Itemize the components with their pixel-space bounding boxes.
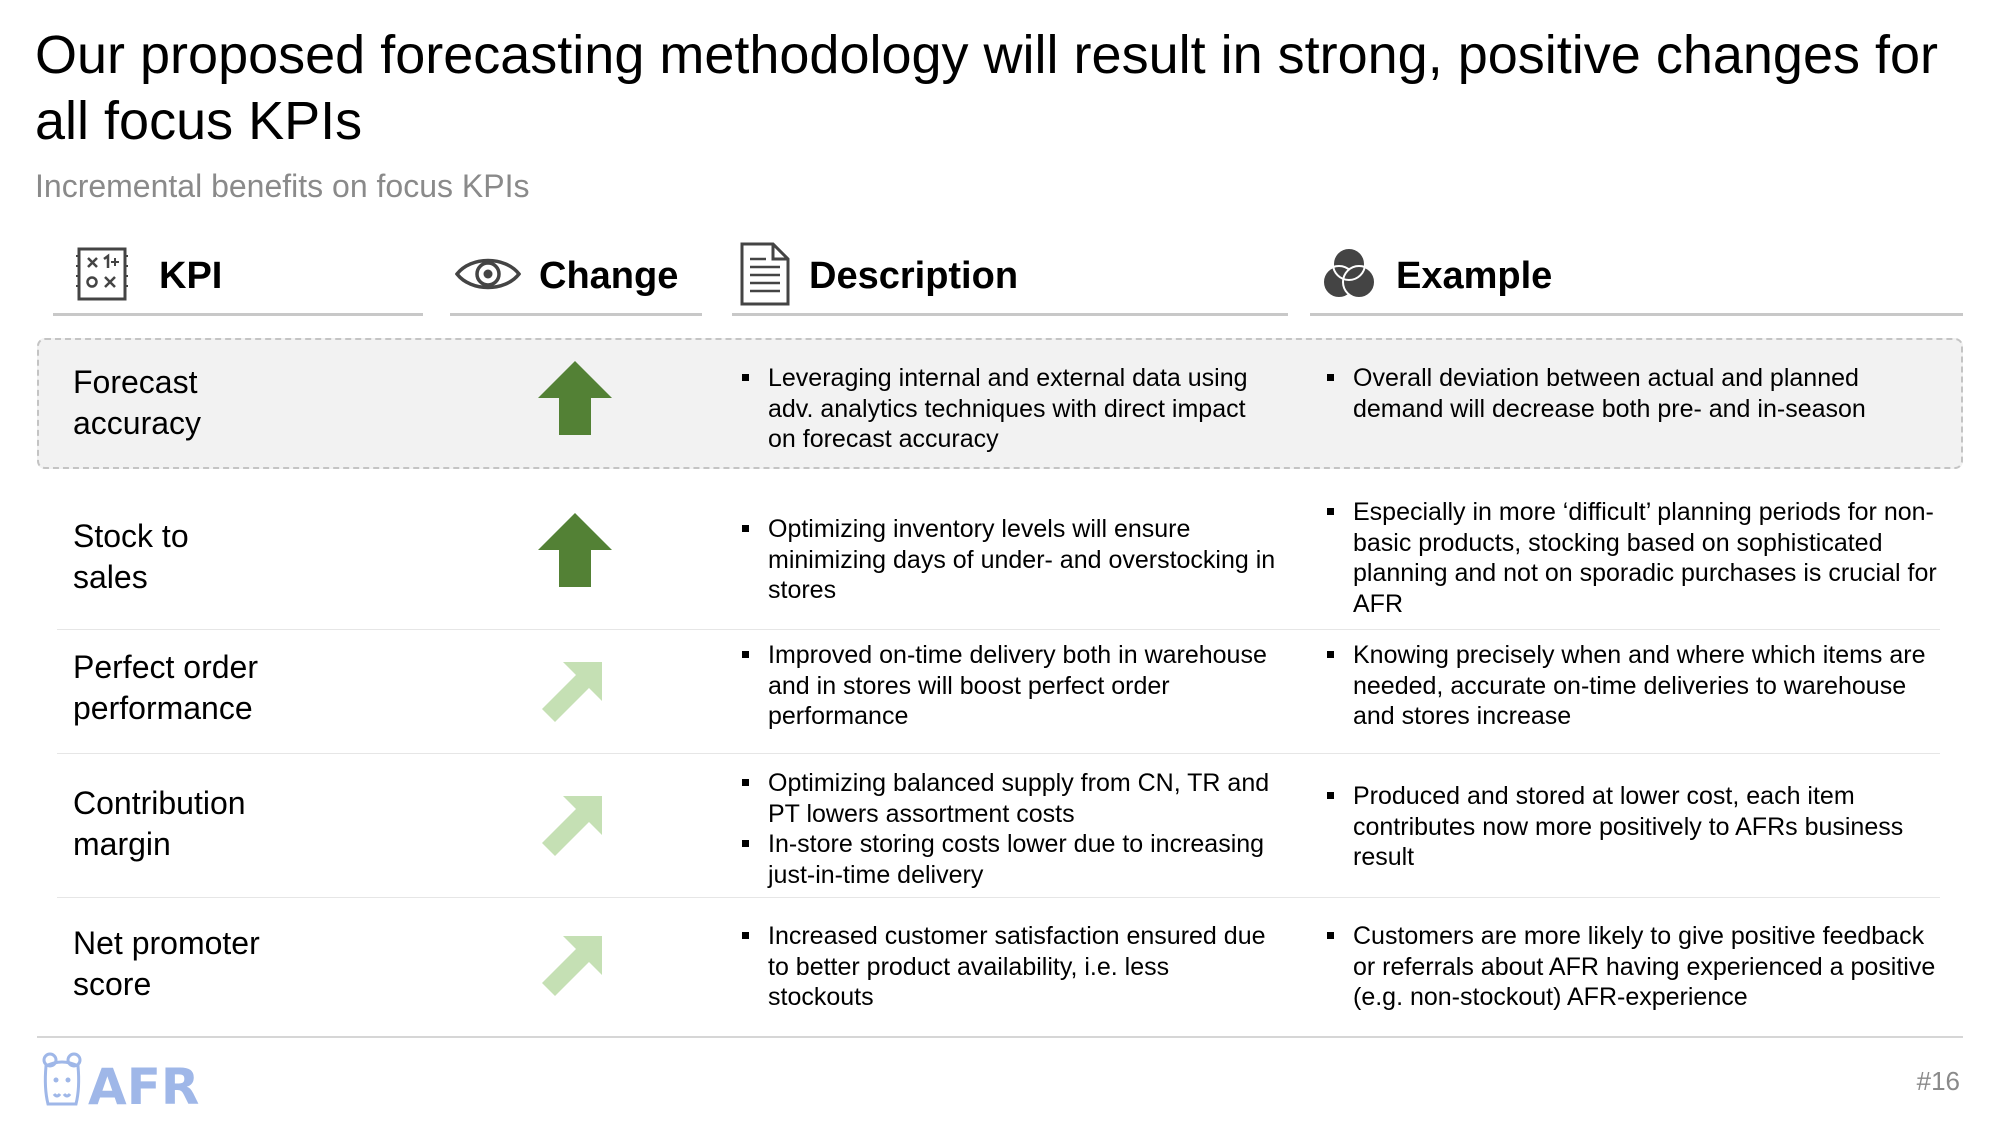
header-change-label: Change <box>539 255 679 297</box>
venn-circles-icon <box>1320 245 1378 308</box>
example-list: Customers are more likely to give positi… <box>1323 921 1943 1013</box>
arrow-diagonal-light-icon <box>542 796 602 856</box>
kpi-name: Contribution margin <box>73 783 373 865</box>
example-bullet: Produced and stored at lower cost, each … <box>1323 781 1943 873</box>
kpi-name-line: Forecast <box>73 364 198 400</box>
kpi-name-line: Perfect order <box>73 649 258 685</box>
description-list: Leveraging internal and external data us… <box>738 363 1278 455</box>
header-description-label: Description <box>809 255 1019 297</box>
footer-divider <box>37 1036 1963 1038</box>
arrow-diagonal-light-icon <box>542 936 602 996</box>
row-divider <box>57 897 1940 898</box>
arrow-up-strong-icon <box>538 513 612 587</box>
header-example-label: Example <box>1396 255 1553 297</box>
description-list: Improved on-time delivery both in wareho… <box>738 640 1278 732</box>
header-change: Change <box>450 240 702 316</box>
kpi-name-line: score <box>73 966 152 1002</box>
slide-title: Our proposed forecasting methodology wil… <box>35 25 1938 151</box>
kpi-name: Stock to sales <box>73 516 373 598</box>
example-list: Produced and stored at lower cost, each … <box>1323 781 1943 873</box>
kpi-name-line: Stock to <box>73 518 189 554</box>
formula-board-icon <box>75 246 129 307</box>
kpi-name-line: performance <box>73 690 253 726</box>
example-bullet: Especially in more ‘difficult’ planning … <box>1323 497 1943 619</box>
arrow-diagonal-light-icon <box>542 662 602 722</box>
description-bullet: Optimizing balanced supply from CN, TR a… <box>738 768 1278 829</box>
kpi-name: Net promoter score <box>73 923 373 1005</box>
page-number: #16 <box>1916 1066 1960 1096</box>
afr-logo: AFR <box>42 1052 199 1112</box>
logo-text: AFR <box>88 1058 199 1112</box>
header-kpi: KPI <box>53 240 423 316</box>
slide-subtitle: Incremental benefits on focus KPIs <box>35 168 530 204</box>
kpi-row-forecast-accuracy <box>37 338 1963 469</box>
description-bullet: Optimizing inventory levels will ensure … <box>738 514 1278 606</box>
header-kpi-label: KPI <box>159 255 223 297</box>
kpi-name-line: Net promoter <box>73 925 260 961</box>
description-list: Increased customer satisfaction ensured … <box>738 921 1278 1013</box>
row-divider <box>57 753 1940 754</box>
example-list: Especially in more ‘difficult’ planning … <box>1323 497 1943 619</box>
description-bullet: Increased customer satisfaction ensured … <box>738 921 1278 1013</box>
document-icon <box>739 241 791 312</box>
example-bullet: Knowing precisely when and where which i… <box>1323 640 1943 732</box>
description-list: Optimizing balanced supply from CN, TR a… <box>738 768 1278 890</box>
description-bullet: In-store storing costs lower due to incr… <box>738 829 1278 890</box>
kpi-name: Perfect order performance <box>73 647 373 729</box>
header-description: Description <box>732 240 1288 316</box>
kpi-name-line: margin <box>73 826 171 862</box>
example-bullet: Overall deviation between actual and pla… <box>1323 363 1943 424</box>
description-list: Optimizing inventory levels will ensure … <box>738 514 1278 606</box>
kpi-name-line: Contribution <box>73 785 246 821</box>
kpi-name-line: accuracy <box>73 405 202 441</box>
kpi-name-line: sales <box>73 559 148 595</box>
description-bullet: Improved on-time delivery both in wareho… <box>738 640 1278 732</box>
description-bullet: Leveraging internal and external data us… <box>738 363 1278 455</box>
example-list: Knowing precisely when and where which i… <box>1323 640 1943 732</box>
example-list: Overall deviation between actual and pla… <box>1323 363 1943 424</box>
arrow-up-strong-icon <box>538 361 612 435</box>
eye-icon <box>454 254 522 299</box>
example-bullet: Customers are more likely to give positi… <box>1323 921 1943 1013</box>
row-divider <box>57 629 1940 630</box>
kpi-name: Forecast accuracy <box>73 362 373 444</box>
header-example: Example <box>1310 240 1963 316</box>
